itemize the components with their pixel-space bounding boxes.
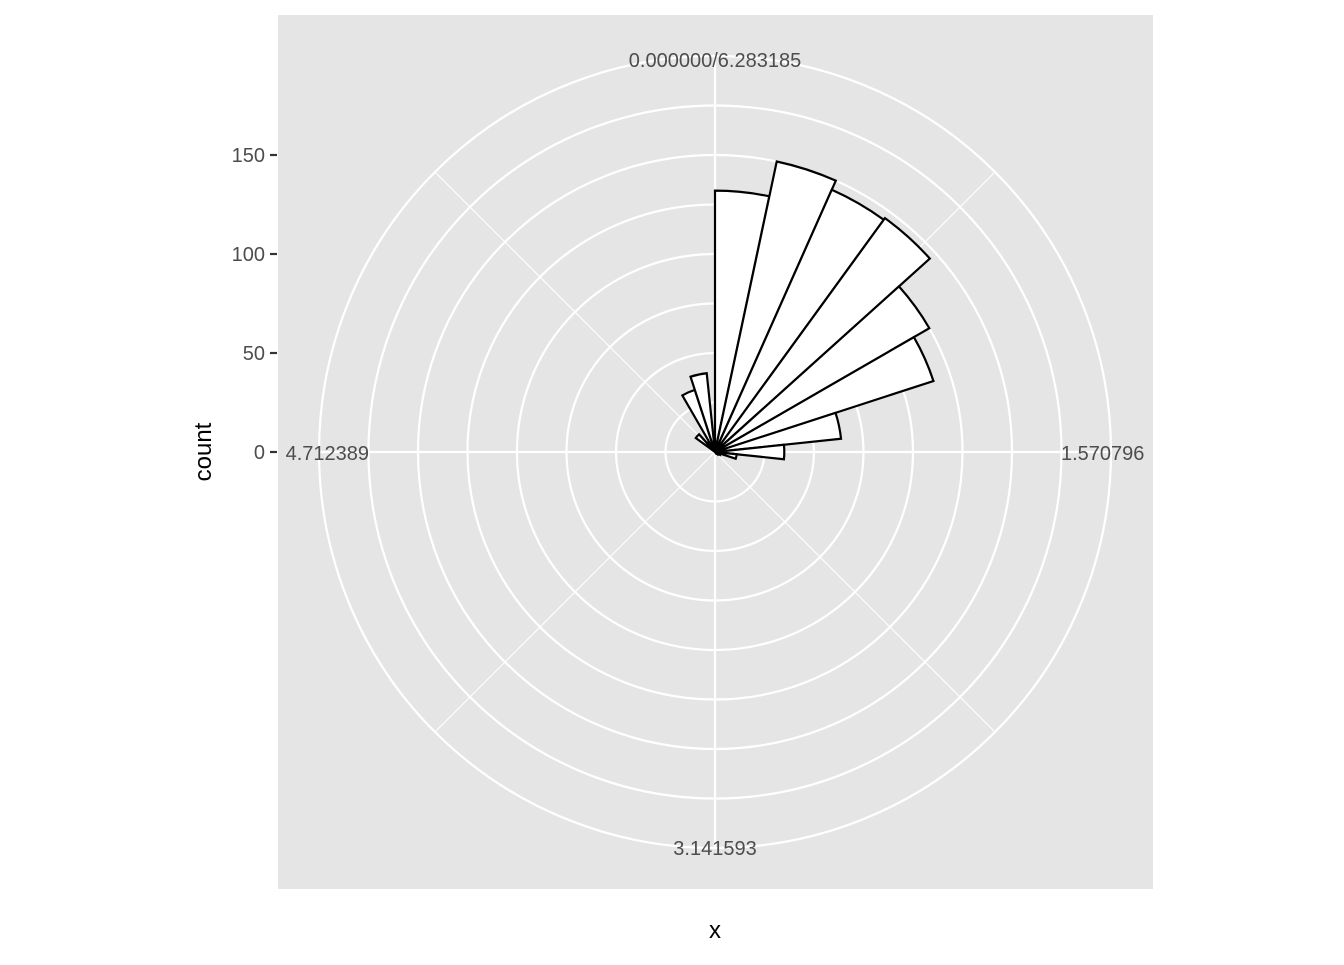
y-axis-title: count xyxy=(190,422,217,481)
angle-tick-label-0: 0.000000/6.283185 xyxy=(629,50,801,72)
angle-tick-label-2: 3.141593 xyxy=(673,838,756,860)
histogram-bar-11 xyxy=(715,452,716,454)
angle-tick-label-3: 4.712389 xyxy=(286,443,369,465)
radius-axis-label-0: 0 xyxy=(254,442,265,464)
radius-axis: 0 50 100 150 xyxy=(232,145,277,464)
radius-axis-label-150: 150 xyxy=(232,145,265,167)
angle-tick-label-1: 1.570796 xyxy=(1061,443,1144,465)
radius-axis-label-50: 50 xyxy=(243,343,265,365)
x-axis-title: x xyxy=(709,917,721,944)
radius-axis-label-100: 100 xyxy=(232,244,265,266)
